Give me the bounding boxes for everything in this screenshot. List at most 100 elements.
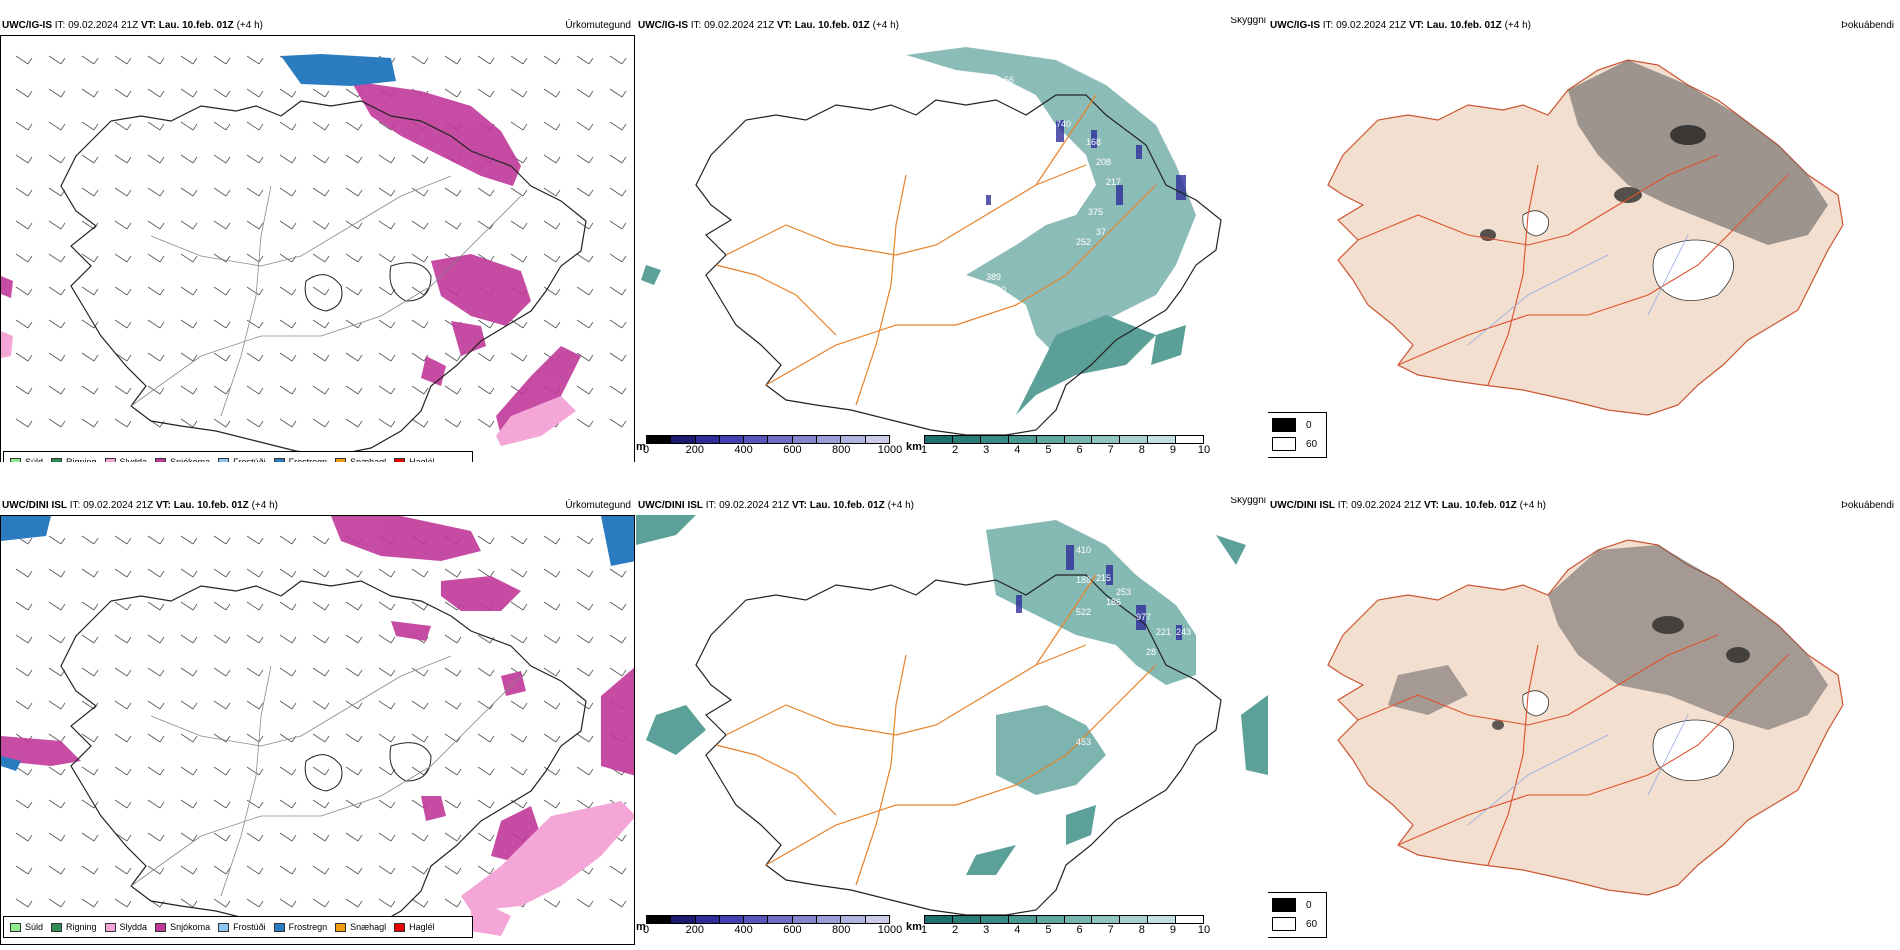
wind-barb (477, 352, 495, 362)
wind-barb (246, 568, 264, 578)
wind-barb (15, 865, 33, 875)
glacier-white (1652, 239, 1735, 301)
wind-barb (246, 88, 264, 98)
wind-barb (15, 88, 33, 98)
wind-barb (246, 121, 264, 131)
colorbar-segment (1176, 436, 1204, 443)
wind-barb (576, 634, 594, 644)
wind-barb (345, 187, 363, 197)
wind-barb (147, 121, 165, 131)
colorbar-tick-label: 3 (983, 444, 990, 456)
ceiling-value-label: 186 (1106, 597, 1121, 607)
wind-barb (279, 733, 297, 743)
ceiling-value-label: 977 (1136, 612, 1151, 622)
wind-barb (180, 865, 198, 875)
precip-map[interactable]: Súld Rigning Slydda Snjókoma Frostúði Frostre… (0, 515, 635, 945)
wind-barb (444, 667, 462, 677)
visibility-colorbar: 1 2 3 4 5 6 7 8 9 10 (921, 915, 1210, 937)
wind-barb (411, 601, 429, 611)
cloud-map[interactable]: 410 188 215 253 186 522 977 243 221 28 453 48 971 (636, 515, 1268, 915)
vt-label: VT: (791, 500, 807, 511)
fog-map[interactable] (1268, 515, 1900, 915)
wind-barb (312, 220, 330, 230)
precip-legend: Súld Rigning Slydda Snjókoma Frostúði Frostre… (3, 451, 473, 462)
colorbar-segment (865, 436, 889, 443)
wind-barb (15, 55, 33, 65)
model-name: UWC/IG-IS (1270, 20, 1320, 31)
wind-barb (609, 865, 627, 875)
wind-barb (81, 319, 99, 329)
wind-barb (477, 385, 495, 395)
wind-barb (411, 568, 429, 578)
wind-barb (312, 700, 330, 710)
wind-barb (510, 601, 528, 611)
fog-map[interactable] (1268, 35, 1900, 435)
model-name: UWC/DINI ISL (638, 500, 703, 511)
wind-barb (543, 733, 561, 743)
wind-barb (312, 601, 330, 611)
wind-barb (246, 187, 264, 197)
wind-barb (81, 766, 99, 776)
wind-barb (576, 319, 594, 329)
glacier-outline (389, 262, 432, 302)
wind-barb (15, 352, 33, 362)
wind-barb (279, 535, 297, 545)
legend-item: Snæhagl (335, 922, 386, 932)
wind-barb (246, 286, 264, 296)
wind-barb (279, 799, 297, 809)
wind-barb (576, 535, 594, 545)
wind-barb (576, 766, 594, 776)
legend-item: Frostregn (273, 922, 327, 932)
fog-legend-swatch-60 (1272, 917, 1296, 931)
wind-barb (345, 286, 363, 296)
wind-barb (48, 55, 66, 65)
visibility-areas (641, 47, 1196, 415)
colorbar-segment (817, 916, 842, 923)
wind-barb (213, 568, 231, 578)
ceiling-value-label: 178 (981, 227, 996, 237)
wind-barb (510, 634, 528, 644)
ceiling-value-label: 188 (1076, 575, 1091, 585)
wind-barb (147, 733, 165, 743)
wind-barb (114, 418, 132, 428)
wind-barb (543, 121, 561, 131)
wind-barb (180, 121, 198, 131)
wind-barb (180, 385, 198, 395)
panel-cloud-top: UWC/IG-IS IT: 09.02.2024 21Z VT: Lau. 10… (636, 17, 1268, 462)
wind-barb (246, 799, 264, 809)
colorbar-tick-label: 600 (783, 444, 802, 456)
colorbar-segment (1176, 916, 1204, 923)
glacier-outline (389, 742, 432, 782)
colorbar-tick-label: 600 (783, 924, 802, 936)
wind-barb (576, 187, 594, 197)
precip-map[interactable]: Súld Rigning Slydda Snjókoma Frostúði Frostre… (0, 35, 635, 462)
wind-barb (180, 187, 198, 197)
visibility-unit: km (906, 441, 922, 453)
wind-barb (444, 220, 462, 230)
colorbar-tick-label: 0 (642, 444, 650, 456)
ceiling-value-label: 253 (1116, 587, 1131, 597)
wind-barb (279, 352, 297, 362)
road-lines (130, 655, 522, 897)
wind-barb (411, 832, 429, 842)
wind-barb (48, 865, 66, 875)
wind-barb (180, 799, 198, 809)
glacier-outline (304, 754, 343, 792)
wind-barb (609, 898, 627, 908)
cloud-map[interactable]: 747 56 740 168 208 217 187 233 37 375 273 178 252 360… (636, 35, 1268, 435)
ceiling-colorbar: 0 200 400 600 800 1000 (643, 915, 902, 937)
wind-barb (609, 418, 627, 428)
wind-barb (444, 88, 462, 98)
colorbar-tick-label: 400 (734, 924, 753, 936)
sleet-areas (1, 331, 576, 446)
wind-barb (147, 88, 165, 98)
wind-barb (510, 352, 528, 362)
wind-barb (609, 187, 627, 197)
wind-barb (378, 286, 396, 296)
wind-barb (378, 634, 396, 644)
lead-time: (+4 h) (887, 500, 914, 511)
colorbar-segment (792, 436, 818, 443)
wind-barb (246, 634, 264, 644)
lead-time: (+4 h) (872, 20, 899, 31)
wind-barb (543, 799, 561, 809)
